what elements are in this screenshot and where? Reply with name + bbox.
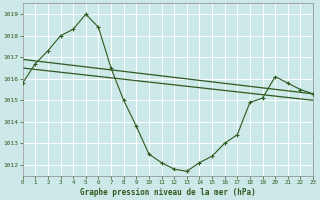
X-axis label: Graphe pression niveau de la mer (hPa): Graphe pression niveau de la mer (hPa) bbox=[80, 188, 256, 197]
